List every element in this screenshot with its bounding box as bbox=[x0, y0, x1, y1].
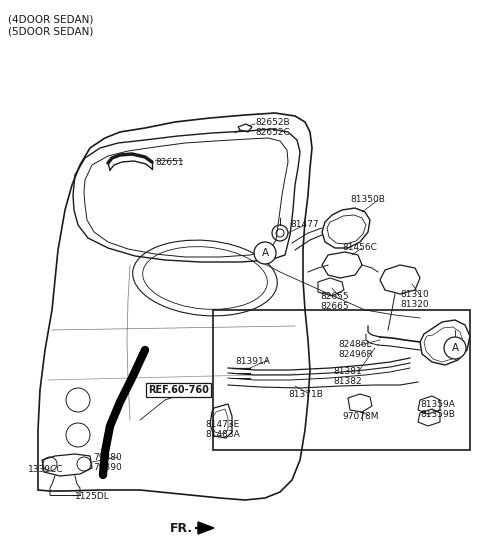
Text: 82651: 82651 bbox=[155, 158, 184, 167]
Circle shape bbox=[444, 337, 466, 359]
Text: 81391A: 81391A bbox=[235, 357, 270, 366]
Text: 97078M: 97078M bbox=[342, 412, 379, 421]
Text: 82655
82665: 82655 82665 bbox=[320, 292, 348, 311]
Text: A: A bbox=[262, 248, 269, 258]
Text: 1339CC: 1339CC bbox=[28, 465, 63, 474]
Text: 81359A
81359B: 81359A 81359B bbox=[420, 400, 455, 419]
Text: 82486L
82496R: 82486L 82496R bbox=[338, 340, 373, 359]
Text: 81310
81320: 81310 81320 bbox=[400, 290, 429, 309]
Text: (5DOOR SEDAN): (5DOOR SEDAN) bbox=[8, 26, 94, 36]
Text: FR.: FR. bbox=[170, 522, 193, 534]
Text: 1125DL: 1125DL bbox=[75, 492, 110, 501]
Text: 81350B: 81350B bbox=[350, 195, 385, 204]
Text: 81456C: 81456C bbox=[342, 243, 377, 252]
Text: REF.60-760: REF.60-760 bbox=[148, 385, 209, 395]
Text: A: A bbox=[451, 343, 458, 353]
Text: 79380
79390: 79380 79390 bbox=[93, 453, 122, 472]
Bar bbox=[213, 310, 470, 450]
Text: 81477: 81477 bbox=[290, 220, 319, 229]
Text: 81473E
81483A: 81473E 81483A bbox=[205, 420, 240, 439]
Text: 81371B: 81371B bbox=[288, 390, 323, 399]
Polygon shape bbox=[198, 522, 214, 534]
Text: 81381
81382: 81381 81382 bbox=[333, 367, 362, 386]
Circle shape bbox=[254, 242, 276, 264]
Text: (4DOOR SEDAN): (4DOOR SEDAN) bbox=[8, 14, 94, 24]
Text: 82652B
82652C: 82652B 82652C bbox=[255, 118, 290, 138]
